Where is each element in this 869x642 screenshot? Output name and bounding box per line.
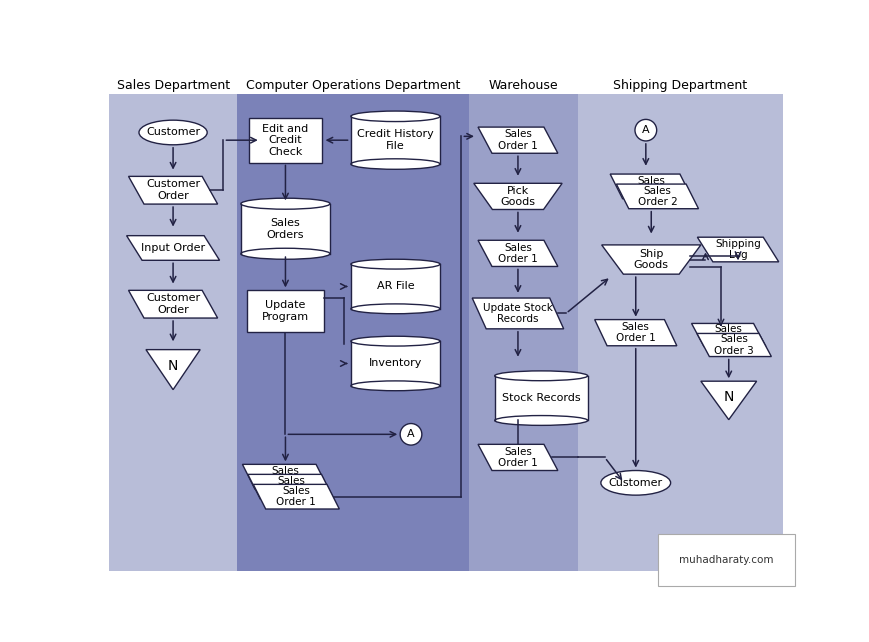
Ellipse shape [350, 259, 440, 269]
FancyBboxPatch shape [249, 118, 322, 162]
Polygon shape [472, 298, 563, 329]
Polygon shape [126, 236, 219, 260]
Text: Customer: Customer [146, 128, 200, 137]
Text: Ship
Goods: Ship Goods [633, 248, 668, 270]
Text: muhadharaty.com: muhadharaty.com [679, 555, 773, 565]
Ellipse shape [350, 304, 440, 314]
Polygon shape [697, 237, 778, 262]
Text: Sales
Order 1: Sales Order 1 [497, 130, 537, 151]
Text: Credit History
File: Credit History File [356, 130, 434, 151]
Text: Sales
Order 2: Sales Order 2 [637, 186, 677, 207]
Polygon shape [700, 381, 756, 420]
Bar [577, 94, 782, 571]
Ellipse shape [139, 120, 207, 145]
Polygon shape [594, 320, 676, 346]
Text: AR File: AR File [376, 281, 414, 291]
Polygon shape [248, 474, 334, 499]
Polygon shape [609, 174, 692, 199]
Ellipse shape [350, 111, 440, 121]
Polygon shape [129, 177, 217, 204]
Polygon shape [253, 484, 339, 509]
Bar [241, 204, 329, 254]
Bar [109, 94, 236, 571]
Text: Warehouse: Warehouse [488, 79, 558, 92]
Polygon shape [474, 184, 561, 209]
Text: Customer
Order: Customer Order [146, 179, 200, 201]
Text: Sales
Order 1: Sales Order 1 [615, 322, 655, 343]
Polygon shape [696, 333, 771, 356]
Ellipse shape [241, 248, 329, 259]
Text: Shipping
Log: Shipping Log [714, 239, 760, 260]
Text: Sales
Orders: Sales Orders [267, 218, 304, 239]
Text: Shipping Department: Shipping Department [612, 79, 746, 92]
Circle shape [634, 119, 656, 141]
Text: Update Stock
Records: Update Stock Records [482, 302, 553, 324]
Text: Customer: Customer [608, 478, 662, 488]
Text: Sales
Order 1: Sales Order 1 [497, 447, 537, 468]
Ellipse shape [494, 415, 587, 426]
Text: Sales
Order 2: Sales Order 2 [708, 324, 747, 346]
Text: Sales
Order 3: Sales Order 3 [713, 334, 753, 356]
Text: Stock Records: Stock Records [501, 393, 580, 403]
Text: A: A [407, 429, 415, 439]
Bar [350, 341, 440, 386]
Text: Update
Program: Update Program [262, 300, 308, 322]
Ellipse shape [350, 381, 440, 391]
Text: Edit and
Credit
Check: Edit and Credit Check [262, 123, 308, 157]
Polygon shape [146, 350, 200, 390]
Text: Input Order: Input Order [141, 243, 205, 253]
Circle shape [400, 424, 421, 445]
FancyBboxPatch shape [247, 290, 324, 333]
Polygon shape [129, 290, 217, 318]
Text: Inventory: Inventory [368, 358, 421, 369]
Text: A: A [641, 125, 649, 135]
Text: Computer Operations Department: Computer Operations Department [245, 79, 460, 92]
Ellipse shape [494, 371, 587, 381]
Polygon shape [477, 444, 557, 471]
Ellipse shape [600, 471, 670, 495]
Text: Sales
Order 3: Sales Order 3 [631, 175, 670, 197]
Bar [494, 376, 587, 421]
Text: Sales
Order 1: Sales Order 1 [497, 243, 537, 264]
Text: N: N [168, 359, 178, 372]
Text: Sales Department: Sales Department [116, 79, 229, 92]
Bar [236, 94, 468, 571]
Bar [350, 116, 440, 164]
Polygon shape [242, 464, 328, 489]
Polygon shape [615, 184, 698, 209]
Text: N: N [723, 390, 733, 404]
Polygon shape [477, 127, 557, 153]
Polygon shape [601, 245, 700, 274]
Polygon shape [477, 240, 557, 266]
Polygon shape [691, 324, 765, 347]
Bar [468, 94, 577, 571]
Bar [350, 264, 440, 309]
Text: Sales
Order 2: Sales Order 2 [270, 476, 310, 498]
Ellipse shape [350, 159, 440, 169]
Ellipse shape [350, 336, 440, 346]
Text: Customer
Order: Customer Order [146, 293, 200, 315]
Bar [109, 77, 782, 94]
Text: Sales
Order 1: Sales Order 1 [276, 486, 315, 507]
Text: Pick
Goods: Pick Goods [500, 186, 534, 207]
Ellipse shape [241, 198, 329, 209]
Text: Sales
Order 3: Sales Order 3 [265, 466, 305, 487]
